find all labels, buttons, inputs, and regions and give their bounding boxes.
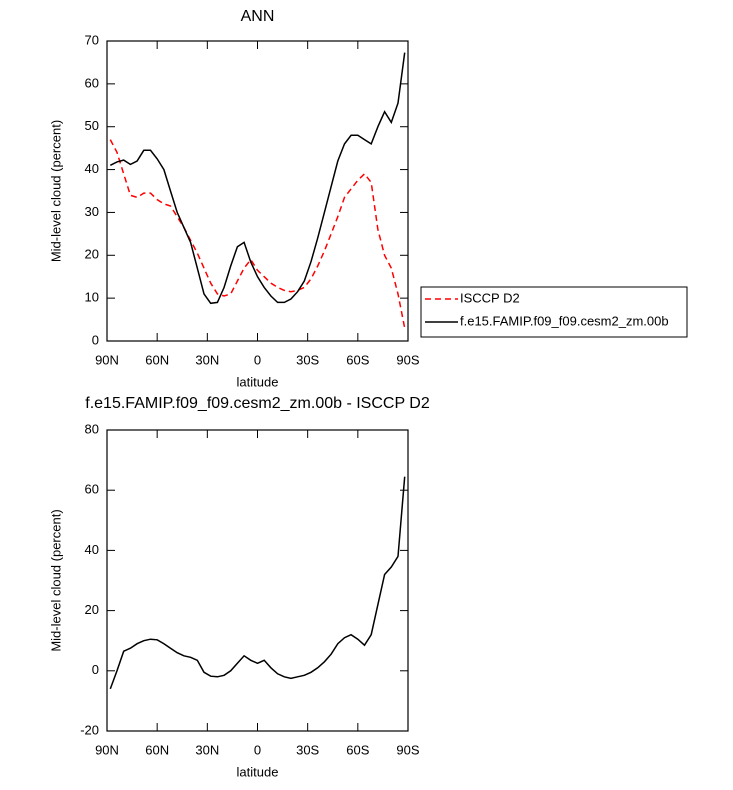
legend-label: ISCCP D2 [460,290,520,305]
plot-frame [106,40,409,342]
y-tick-label: 60 [85,75,99,90]
y-tick-label: 70 [85,32,99,47]
x-tick-label: 90S [396,352,419,367]
chart-title: ANN [241,8,275,25]
y-tick-label: 0 [92,662,99,677]
x-tick-label: 60S [346,352,369,367]
y-tick-label: 30 [85,204,99,219]
y-axis-label: Mid-level cloud (percent) [48,509,63,651]
y-tick-label: 60 [85,482,99,497]
x-tick-label: 30S [296,742,319,757]
y-tick-label: 40 [85,161,99,176]
x-tick-label: 30N [195,742,219,757]
data-line [109,52,406,305]
chart-title: f.e15.FAMIP.f09_f09.cesm2_zm.00b - ISCCP… [85,395,430,412]
y-tick-label: 80 [85,421,99,436]
y-tick-label: -20 [80,722,99,737]
x-tick-label: 60S [346,742,369,757]
y-tick-label: 10 [85,290,99,305]
legend-label: f.e15.FAMIP.f09_f09.cesm2_zm.00b [460,313,669,328]
x-tick-label: 0 [254,352,261,367]
x-tick-label: 0 [254,742,261,757]
x-axis-label: latitude [237,374,279,389]
y-tick-label: 20 [85,247,99,262]
x-tick-label: 30N [195,352,219,367]
x-axis-label: latitude [237,764,279,779]
y-axis-label: Mid-level cloud (percent) [48,120,63,262]
x-tick-label: 90N [95,742,119,757]
x-tick-label: 90S [396,742,419,757]
x-tick-label: 90N [95,352,119,367]
x-tick-label: 60N [145,742,169,757]
x-tick-label: 60N [145,352,169,367]
y-tick-label: 20 [85,602,99,617]
y-tick-label: 40 [85,542,99,557]
y-tick-label: 50 [85,118,99,133]
data-line [109,139,406,329]
y-tick-label: 0 [92,332,99,347]
legend-box [420,286,688,338]
plot-frame [106,429,409,732]
data-line [109,476,406,690]
x-tick-label: 30S [296,352,319,367]
